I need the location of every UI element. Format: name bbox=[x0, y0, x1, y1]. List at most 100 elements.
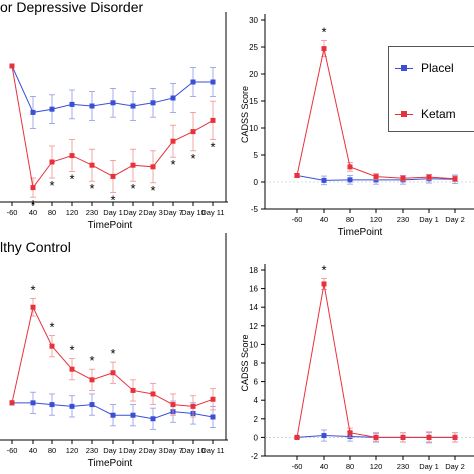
chart-mdd-cadss: -5 0 5 10 15 20 25 30 CADSS Score -60 40 80 120 230 Da… bbox=[240, 14, 474, 238]
series-line-ketamine bbox=[11, 65, 214, 189]
x-tick-label: Day 1 bbox=[419, 215, 439, 224]
x-tick-label: 230 bbox=[86, 208, 99, 217]
x-tick-label: -60 bbox=[292, 215, 303, 224]
x-tick-label: Day 7 bbox=[163, 208, 183, 217]
x-tick-label: Day 2 bbox=[123, 446, 143, 455]
y-tick-label: 25 bbox=[249, 43, 258, 52]
data-point-placebo bbox=[69, 403, 75, 409]
data-point-placebo bbox=[150, 416, 156, 422]
significance-star: * bbox=[321, 25, 326, 40]
significance-star: * bbox=[89, 181, 94, 196]
chart-hc-main: lthy Control -60 40 80 120 230 Day 1 Day 2 Day 3… bbox=[0, 233, 228, 469]
series-line-placebo bbox=[11, 65, 213, 113]
y-tick-label: 0 bbox=[254, 178, 259, 187]
data-point-ketamine bbox=[373, 174, 379, 180]
y-axis-label: CADSS Score bbox=[240, 334, 250, 391]
data-point-ketamine bbox=[190, 129, 196, 135]
x-tick-label: Day 3 bbox=[143, 446, 163, 455]
data-point-ketamine bbox=[130, 387, 136, 393]
x-tick-label: Day 11 bbox=[201, 446, 224, 455]
x-tick-label: -60 bbox=[7, 208, 18, 217]
data-point-placebo bbox=[30, 109, 36, 115]
data-point-ketamine bbox=[89, 377, 95, 383]
data-point-ketamine bbox=[321, 281, 327, 287]
data-point-placebo bbox=[210, 79, 216, 85]
significance-star: * bbox=[210, 140, 215, 155]
x-axis-label: TimePoint bbox=[88, 220, 133, 231]
y-tick-label: 4 bbox=[254, 396, 259, 405]
x-tick-label: Day 7 bbox=[163, 446, 183, 455]
data-point-ketamine bbox=[9, 400, 15, 406]
x-tick-label: -60 bbox=[292, 462, 303, 471]
chart-hc-cadss: -2 0 2 4 6 8 10 12 14 16 18 CADSS Score -60 40 80 120 23… bbox=[240, 262, 474, 471]
x-tick-label: 120 bbox=[66, 208, 79, 217]
data-point-ketamine bbox=[69, 366, 75, 372]
significance-star: * bbox=[170, 157, 175, 172]
x-tick-label: 120 bbox=[370, 462, 383, 471]
significance-star: * bbox=[130, 181, 135, 196]
data-point-ketamine bbox=[150, 164, 156, 170]
data-point-placebo bbox=[130, 103, 136, 109]
data-point-placebo bbox=[89, 103, 95, 109]
legend: Placel Ketam bbox=[388, 46, 474, 132]
data-point-ketamine bbox=[30, 304, 36, 310]
x-tick-label: 80 bbox=[48, 208, 56, 217]
y-tick-label: 20 bbox=[249, 70, 258, 79]
data-point-placebo bbox=[30, 400, 36, 406]
data-point-ketamine bbox=[452, 176, 458, 182]
data-point-ketamine bbox=[89, 162, 95, 168]
data-point-placebo bbox=[170, 95, 176, 101]
y-tick-label: 6 bbox=[254, 378, 259, 387]
x-axis-label: TimePoint bbox=[338, 227, 383, 238]
y-tick-label: 14 bbox=[249, 303, 258, 312]
data-point-placebo bbox=[49, 106, 55, 112]
data-point-ketamine bbox=[170, 402, 176, 408]
data-point-placebo bbox=[89, 402, 95, 408]
x-tick-label: 80 bbox=[346, 462, 354, 471]
data-point-ketamine bbox=[210, 117, 216, 123]
significance-star: * bbox=[49, 178, 54, 193]
data-point-ketamine bbox=[130, 162, 136, 168]
data-point-ketamine bbox=[373, 434, 379, 440]
x-tick-label: Day 3 bbox=[143, 208, 163, 217]
x-tick-label: 120 bbox=[66, 446, 79, 455]
x-tick-label: Day 1 bbox=[103, 208, 123, 217]
legend-label-ketamine: Ketam bbox=[421, 107, 456, 121]
x-axis-label: TimePoint bbox=[88, 458, 133, 469]
y-tick-label: -5 bbox=[251, 205, 259, 214]
x-tick-label: 230 bbox=[397, 215, 410, 224]
x-tick-label: Day 11 bbox=[201, 208, 224, 217]
data-point-placebo bbox=[150, 100, 156, 106]
data-point-ketamine bbox=[110, 173, 116, 179]
y-tick-label: 30 bbox=[249, 16, 258, 25]
y-tick-label: 10 bbox=[249, 340, 258, 349]
data-point-placebo bbox=[110, 412, 116, 418]
x-tick-label: Day 2 bbox=[445, 462, 465, 471]
y-tick-label: -2 bbox=[251, 452, 259, 461]
significance-star: * bbox=[30, 197, 35, 212]
significance-star: * bbox=[69, 172, 74, 187]
data-point-ketamine bbox=[150, 391, 156, 397]
x-tick-label: -60 bbox=[7, 446, 18, 455]
y-tick-label: 8 bbox=[254, 359, 259, 368]
data-point-ketamine bbox=[452, 434, 458, 440]
data-point-ketamine bbox=[49, 159, 55, 165]
significance-star: * bbox=[30, 282, 35, 297]
x-tick-label: 40 bbox=[29, 208, 37, 217]
data-point-placebo bbox=[321, 177, 327, 183]
significance-star: * bbox=[150, 183, 155, 198]
significance-star: * bbox=[89, 353, 94, 368]
y-axis-label: CADSS Score bbox=[240, 86, 250, 143]
data-point-ketamine bbox=[294, 434, 300, 440]
x-tick-label: Day 2 bbox=[123, 208, 143, 217]
chart-title: or Depressive Disorder bbox=[0, 0, 143, 15]
significance-star: * bbox=[49, 320, 54, 335]
data-point-placebo bbox=[49, 402, 55, 408]
x-tick-label: 80 bbox=[48, 446, 56, 455]
data-point-ketamine bbox=[110, 370, 116, 376]
data-point-ketamine bbox=[347, 164, 353, 170]
x-tick-label: 230 bbox=[397, 462, 410, 471]
significance-star: * bbox=[69, 343, 74, 358]
y-tick-label: 10 bbox=[249, 124, 258, 133]
